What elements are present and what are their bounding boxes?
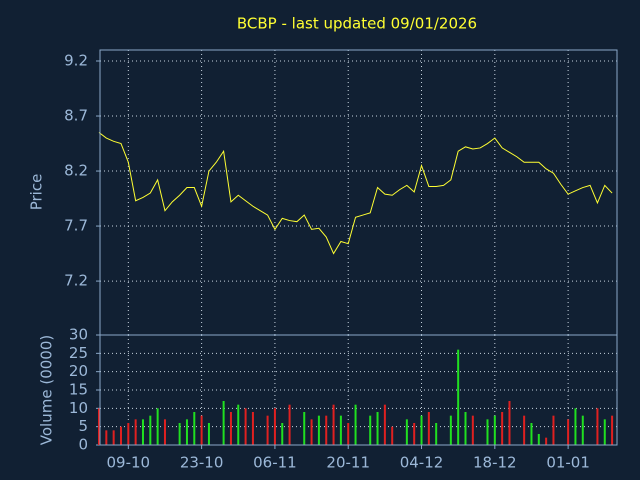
x-tick-label: 01-01 (546, 454, 590, 472)
volume-bar (112, 430, 115, 445)
plot-frame (99, 334, 618, 446)
volume-bar (149, 415, 152, 445)
y-tick-label: 10 (69, 399, 88, 417)
volume-bar (156, 408, 159, 445)
volume-bar (391, 426, 394, 445)
volume-bar (376, 412, 379, 445)
y-tick-label: 7.2 (64, 272, 88, 290)
x-tick-label: 20-11 (326, 454, 370, 472)
x-tick-label: 23-10 (180, 454, 224, 472)
x-tick-label: 09-10 (107, 454, 151, 472)
volume-bar (581, 415, 584, 445)
volume-bar (596, 408, 599, 445)
volume-bar (574, 408, 577, 445)
volume-bar (339, 415, 342, 445)
volume-bar (303, 412, 306, 445)
price-line (98, 132, 613, 255)
x-tick-label: 04-12 (400, 454, 444, 472)
y-tick-label: 20 (69, 362, 88, 380)
x-tick-label: 18-12 (473, 454, 517, 472)
volume-bar (266, 415, 269, 445)
volume-bar (405, 419, 408, 445)
y-tick-label: 0 (78, 436, 88, 454)
y-tick-label: 8.7 (64, 107, 88, 125)
volume-bar (354, 404, 357, 445)
volume-bar (413, 423, 416, 445)
volume-bar (603, 419, 606, 445)
volume-bar (493, 415, 496, 445)
volume-bar (325, 415, 328, 445)
volume-bar (611, 415, 614, 445)
volume-bar (383, 404, 386, 445)
volume-bar (273, 408, 276, 445)
volume-bar (163, 419, 166, 445)
volume-bar (178, 423, 181, 445)
volume-bar (141, 419, 144, 445)
volume-bar (317, 415, 320, 445)
y-tick-label: 30 (69, 326, 88, 344)
volume-bar (420, 415, 423, 445)
volume-bar (530, 423, 533, 445)
volume-bar (200, 415, 203, 445)
y-tick-label: 15 (69, 381, 88, 399)
x-tick-label: 06-11 (253, 454, 297, 472)
volume-bar (552, 415, 555, 445)
volume-bar (134, 419, 137, 445)
volume-bar (127, 423, 130, 445)
volume-bar (464, 412, 467, 445)
volume-bar (98, 408, 100, 445)
volume-bar (567, 419, 570, 445)
volume-bar (332, 404, 335, 445)
volume-bar (449, 415, 452, 445)
y-tick-label: 9.2 (64, 52, 88, 70)
volume-bar (537, 434, 540, 445)
volume-bar (193, 412, 196, 445)
volume-bar (523, 415, 526, 445)
volume-bar (288, 404, 291, 445)
volume-bar (501, 412, 504, 445)
volume-bar (427, 412, 430, 445)
volume-bar (244, 408, 247, 445)
volume-bar (119, 426, 122, 445)
volume-bar (222, 401, 225, 445)
volume-bar (457, 349, 460, 445)
volume-bar (486, 419, 489, 445)
volume-bar (545, 437, 548, 445)
volume-bar (251, 412, 254, 445)
volume-bar (508, 401, 511, 445)
y-tick-label: 8.2 (64, 162, 88, 180)
y-axis-label: Price (28, 174, 46, 211)
volume-bar (237, 404, 240, 445)
volume-bar (281, 423, 284, 445)
volume-bar (229, 412, 232, 445)
volume-bar (105, 430, 108, 445)
volume-bar (369, 415, 372, 445)
y-tick-label: 25 (69, 344, 88, 362)
volume-bar (471, 415, 474, 445)
chart-title: BCBP - last updated 09/01/2026 (237, 15, 477, 33)
y-axis-label: Volume (0000) (38, 335, 56, 445)
y-tick-label: 5 (78, 417, 88, 435)
volume-bar (207, 423, 210, 445)
volume-bar (310, 419, 313, 445)
volume-bar (435, 423, 438, 445)
y-tick-label: 7.7 (64, 217, 88, 235)
volume-bar (347, 423, 350, 445)
volume-bar (185, 419, 188, 445)
